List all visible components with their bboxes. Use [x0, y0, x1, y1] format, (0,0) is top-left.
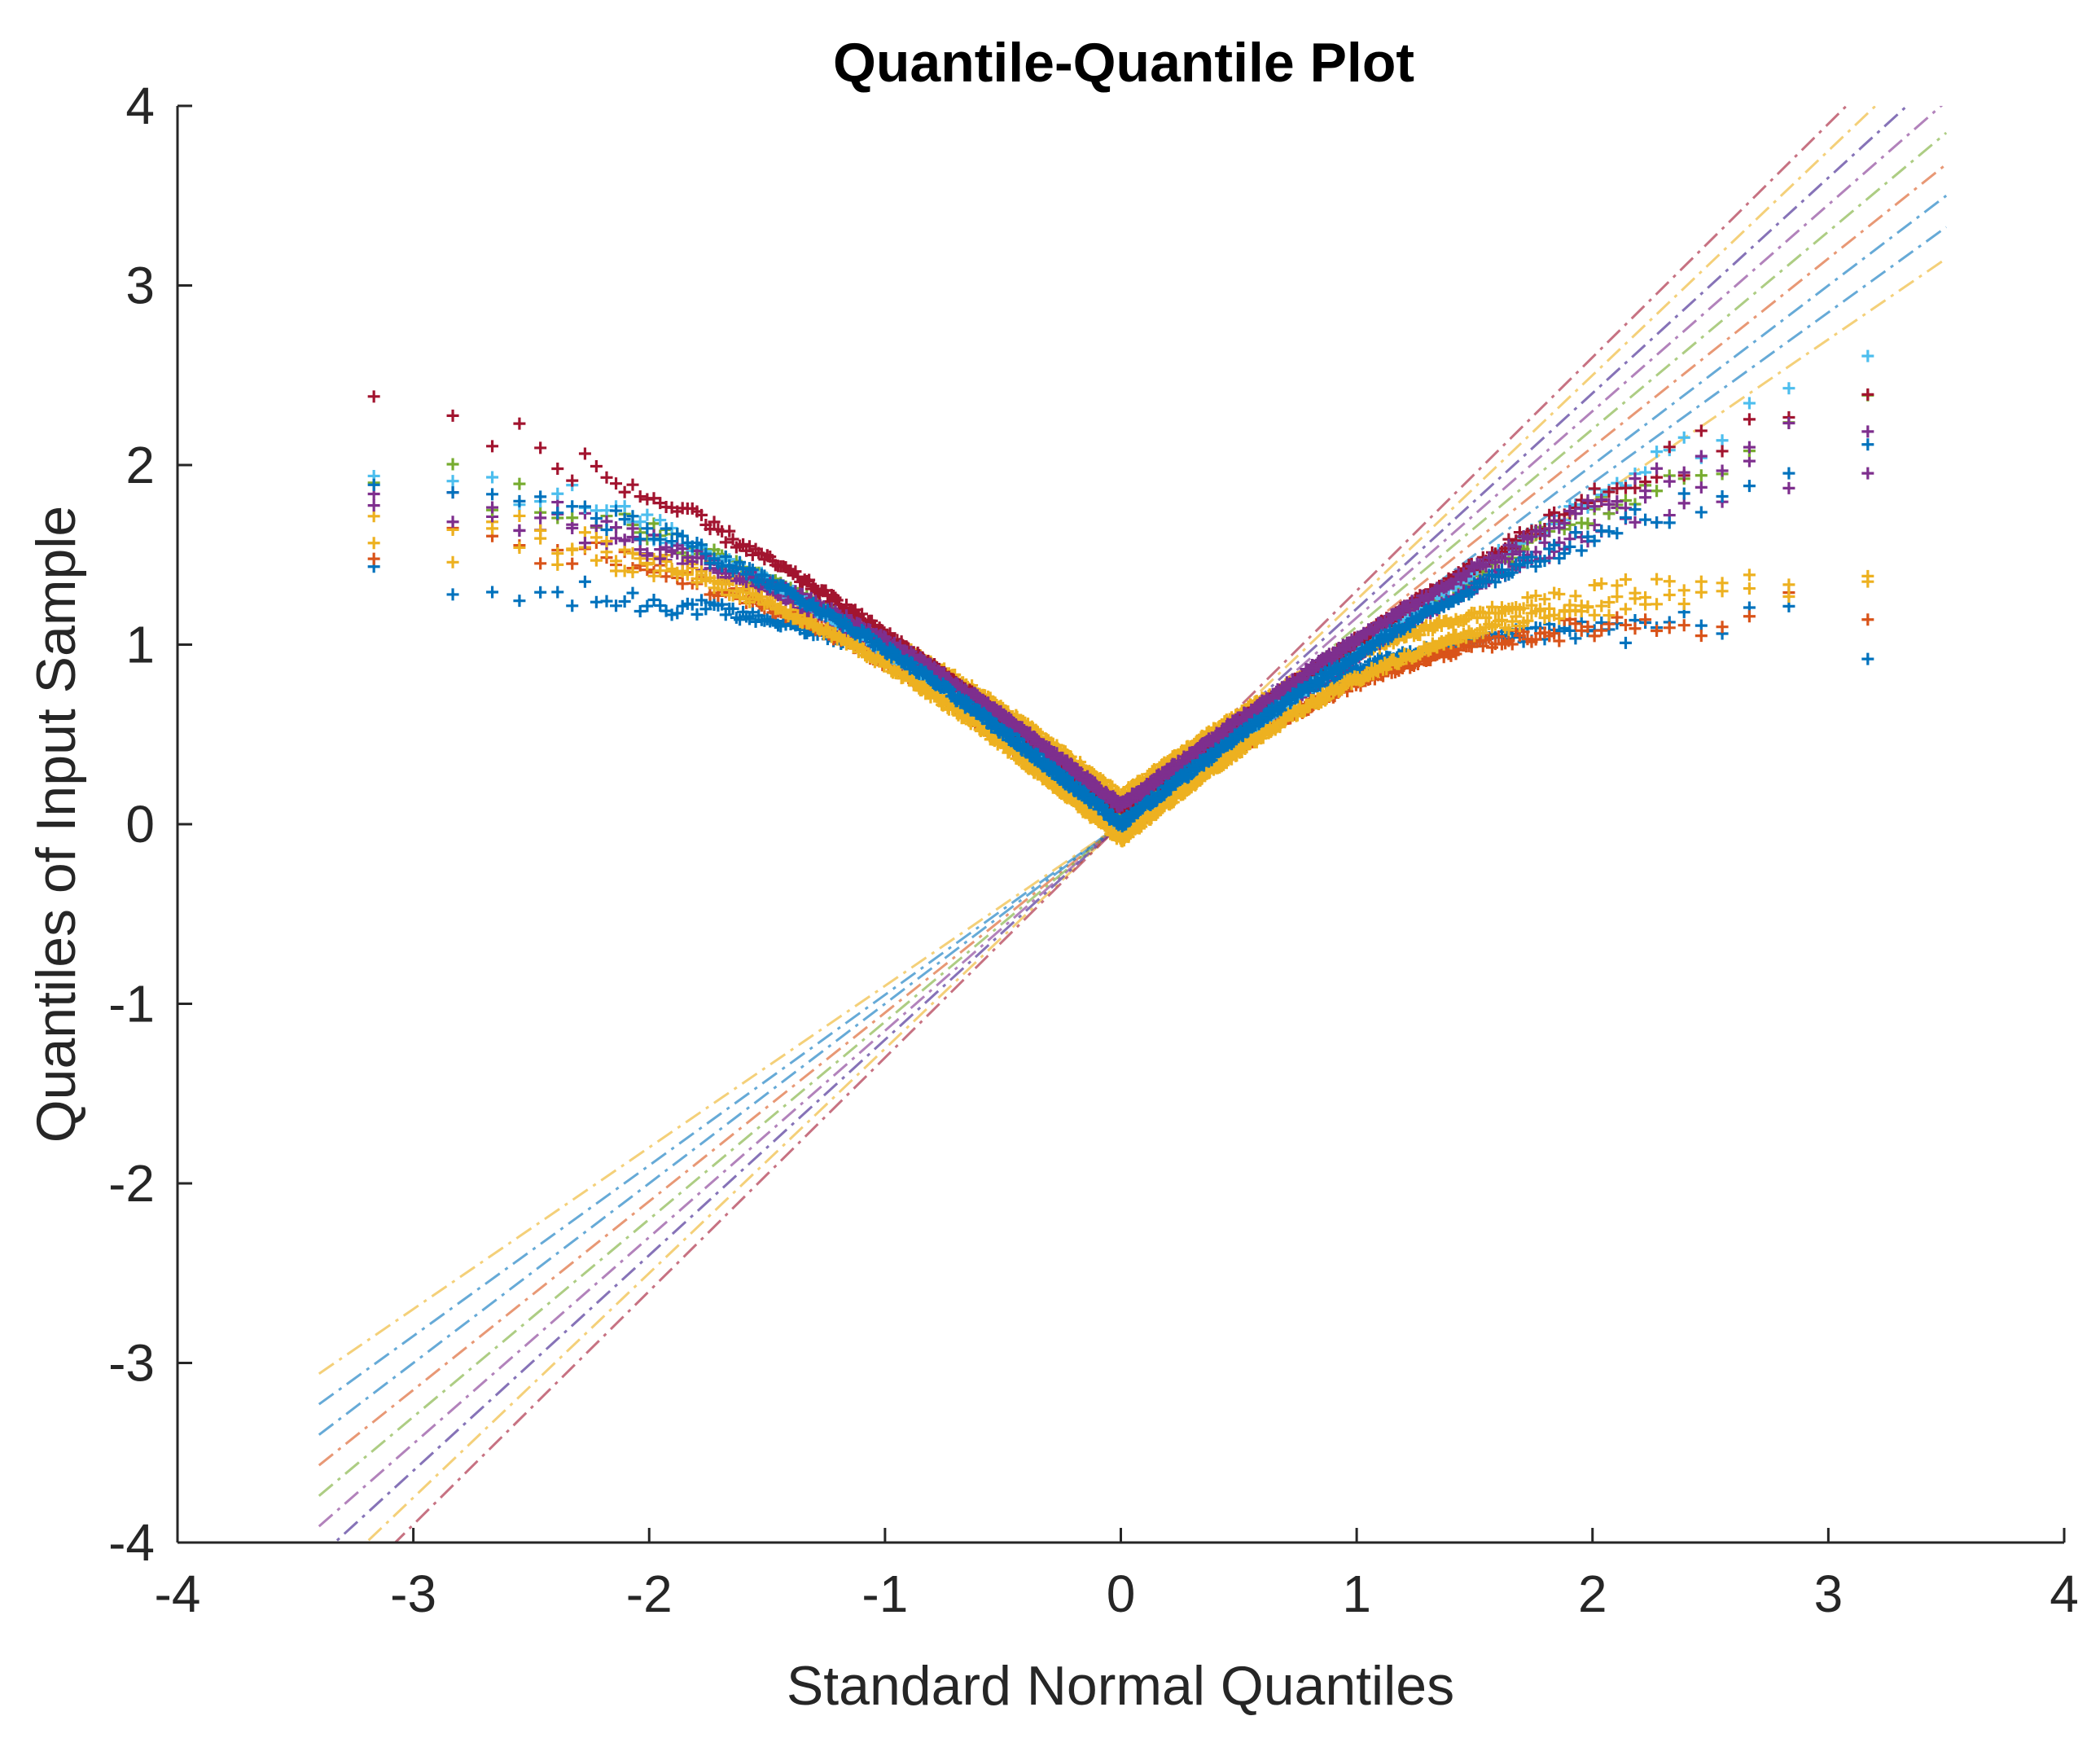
data-point	[686, 598, 699, 611]
data-point	[726, 602, 739, 615]
data-point	[665, 608, 678, 621]
data-point	[446, 588, 459, 601]
data-point	[1569, 632, 1582, 645]
data-point	[610, 599, 623, 612]
data-point	[671, 607, 684, 620]
data-point	[534, 586, 547, 599]
data-point	[1861, 652, 1874, 665]
data-point	[578, 575, 591, 588]
data-point	[641, 599, 654, 612]
data-point	[600, 595, 613, 608]
data-point	[367, 552, 380, 565]
reference-line	[364, 106, 1878, 1543]
data-point	[626, 586, 639, 599]
data-point	[743, 612, 756, 625]
data-point	[1619, 636, 1632, 649]
data-point	[618, 595, 631, 608]
data-point	[551, 586, 564, 599]
data-point	[699, 603, 712, 616]
data-point	[566, 599, 579, 612]
chart-title: Quantile-Quantile Plot	[833, 32, 1414, 94]
data-point	[647, 594, 660, 607]
plot-area	[318, 106, 1948, 1543]
data-point	[534, 557, 547, 570]
data-points	[367, 349, 1874, 848]
data-point	[691, 608, 704, 621]
data-point	[566, 557, 579, 570]
data-point	[1563, 624, 1576, 637]
data-point	[590, 595, 603, 608]
data-point	[634, 605, 647, 618]
reference-line	[318, 257, 1948, 1375]
data-point	[513, 595, 526, 608]
data-point	[695, 594, 708, 607]
data-point	[716, 598, 729, 611]
data-point	[486, 586, 499, 599]
